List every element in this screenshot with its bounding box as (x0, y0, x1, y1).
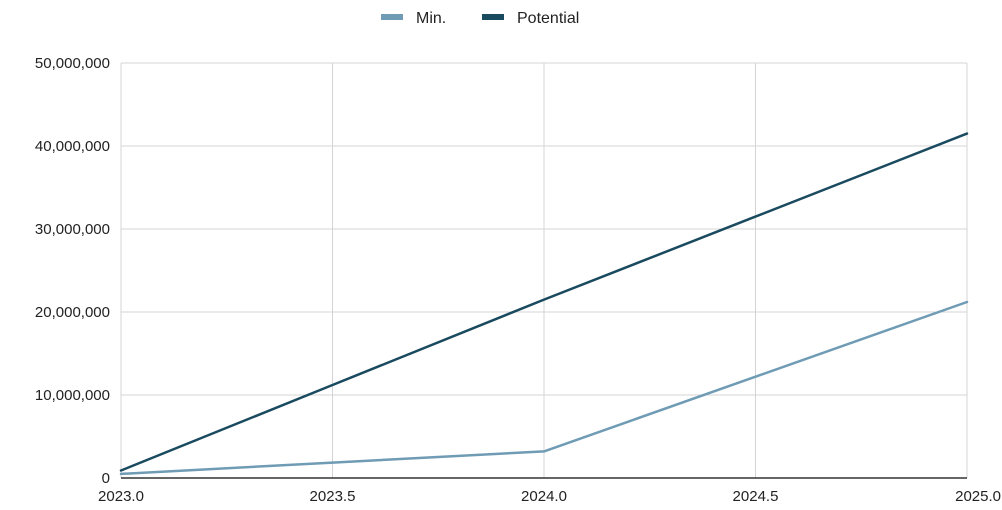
x-tick-label: 2024.0 (521, 488, 567, 505)
x-tick-label: 2023.5 (310, 488, 356, 505)
y-tick-label: 30,000,000 (35, 221, 110, 238)
series-line-potential (119, 132, 969, 472)
legend: Min. Potential (381, 10, 579, 27)
y-axis-ticks: 0 10,000,000 20,000,000 30,000,000 40,000,00… (35, 55, 110, 487)
x-tick-label: 2025.0 (955, 488, 1001, 505)
legend-label-potential: Potential (517, 10, 579, 27)
series-line-min (119, 300, 969, 476)
grid (120, 62, 968, 478)
y-tick-label: 20,000,000 (35, 304, 110, 321)
legend-swatch-potential (482, 14, 504, 20)
x-tick-label: 2023.0 (98, 488, 144, 505)
y-tick-label: 0 (102, 470, 110, 487)
x-tick-label: 2024.5 (733, 488, 779, 505)
legend-label-min: Min. (416, 10, 446, 27)
legend-swatch-min (381, 14, 403, 20)
y-tick-label: 10,000,000 (35, 387, 110, 404)
y-tick-label: 50,000,000 (35, 55, 110, 72)
series-lines (119, 132, 969, 476)
y-tick-label: 40,000,000 (35, 138, 110, 155)
x-axis-ticks: 2023.0 2023.5 2024.0 2024.5 2025.0 (98, 488, 1001, 505)
